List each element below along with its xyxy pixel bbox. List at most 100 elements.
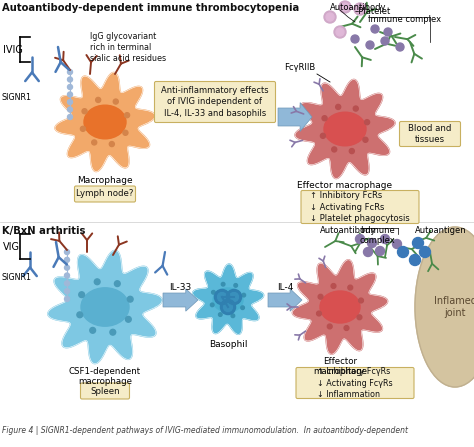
Circle shape (320, 133, 326, 139)
Circle shape (348, 285, 353, 290)
Circle shape (109, 142, 114, 147)
Text: Macrophage: Macrophage (77, 176, 133, 185)
Circle shape (366, 41, 374, 49)
Polygon shape (193, 264, 264, 334)
Circle shape (67, 114, 73, 119)
Circle shape (221, 283, 225, 286)
Ellipse shape (320, 291, 360, 323)
Circle shape (67, 77, 73, 82)
Circle shape (318, 294, 323, 299)
Polygon shape (295, 80, 395, 178)
Circle shape (331, 283, 336, 288)
Text: IL-4: IL-4 (277, 283, 293, 292)
Circle shape (332, 147, 337, 152)
FancyBboxPatch shape (155, 81, 275, 122)
Polygon shape (268, 289, 302, 311)
Polygon shape (292, 260, 388, 354)
Circle shape (242, 293, 246, 297)
Circle shape (67, 84, 73, 89)
Circle shape (219, 313, 222, 316)
Text: Autoantibody: Autoantibody (320, 226, 376, 235)
Text: Autoantibody-dependent immune thrombocytopenia: Autoantibody-dependent immune thrombocyt… (2, 3, 299, 13)
Ellipse shape (324, 112, 366, 146)
Circle shape (363, 137, 368, 142)
Ellipse shape (213, 288, 243, 312)
Circle shape (222, 301, 234, 313)
Circle shape (82, 109, 87, 114)
Circle shape (128, 296, 133, 302)
Text: VIG: VIG (3, 242, 20, 252)
Circle shape (359, 298, 364, 303)
Text: Inflamed
joint: Inflamed joint (434, 296, 474, 318)
Circle shape (216, 291, 228, 303)
Text: SIGNR1: SIGNR1 (2, 273, 32, 282)
Text: Spleen: Spleen (90, 387, 120, 396)
Circle shape (357, 315, 362, 320)
Circle shape (381, 235, 390, 244)
Text: –Platelet: –Platelet (355, 7, 391, 16)
Circle shape (79, 292, 84, 298)
Circle shape (410, 254, 420, 266)
Circle shape (349, 148, 355, 154)
Circle shape (234, 283, 237, 287)
Circle shape (339, 1, 351, 13)
Circle shape (328, 324, 332, 329)
Polygon shape (48, 250, 162, 364)
Circle shape (64, 289, 70, 294)
Circle shape (381, 37, 389, 45)
FancyBboxPatch shape (81, 383, 129, 399)
FancyBboxPatch shape (301, 190, 419, 224)
Circle shape (354, 3, 366, 15)
Ellipse shape (84, 105, 126, 139)
Text: IL-33: IL-33 (169, 283, 191, 292)
Text: CSF1-dependent
macrophage: CSF1-dependent macrophage (69, 367, 141, 386)
Ellipse shape (81, 288, 129, 326)
Text: IVIG: IVIG (3, 45, 23, 55)
Polygon shape (163, 289, 198, 311)
Circle shape (211, 291, 215, 294)
Text: Figure 4 | SIGNR1-dependent pathways of IVIG-mediated immunomodulation.  In auto: Figure 4 | SIGNR1-dependent pathways of … (2, 426, 408, 435)
Text: Anti-inflammatory effects
of IVIG independent of
IL-4, IL-33 and basophils: Anti-inflammatory effects of IVIG indepe… (161, 86, 269, 118)
Text: Effector macrophage: Effector macrophage (298, 181, 392, 190)
Circle shape (322, 116, 327, 121)
Text: Basophil: Basophil (209, 340, 247, 349)
Circle shape (77, 312, 82, 318)
Circle shape (336, 105, 341, 110)
Circle shape (384, 28, 392, 36)
Text: Autoantibody: Autoantibody (330, 3, 386, 12)
Circle shape (64, 281, 70, 286)
Circle shape (241, 306, 245, 309)
Circle shape (356, 235, 365, 244)
Circle shape (125, 113, 129, 118)
Circle shape (419, 246, 430, 257)
Circle shape (334, 26, 346, 38)
Circle shape (412, 237, 423, 249)
Circle shape (341, 3, 349, 11)
Text: ↑ Inhibitory FcRs
↓ Activating FcRs
↓ Platelet phagocytosis: ↑ Inhibitory FcRs ↓ Activating FcRs ↓ Pl… (310, 191, 410, 223)
Circle shape (96, 97, 100, 102)
Polygon shape (278, 103, 312, 131)
Circle shape (126, 316, 131, 322)
Circle shape (396, 43, 404, 51)
Circle shape (64, 249, 70, 254)
Text: FcγRIIB: FcγRIIB (284, 63, 315, 72)
Circle shape (356, 5, 364, 13)
Text: Immune complex: Immune complex (368, 15, 441, 24)
Circle shape (67, 107, 73, 112)
Text: Autoantigen: Autoantigen (415, 226, 466, 235)
Circle shape (392, 240, 401, 249)
Circle shape (375, 246, 384, 256)
Circle shape (64, 265, 70, 270)
Circle shape (210, 303, 214, 307)
Circle shape (91, 140, 97, 145)
Text: ↑ Inhibitory FcγRs
↓ Activating FcγRs
↓ Inflammation: ↑ Inhibitory FcγRs ↓ Activating FcγRs ↓ … (317, 367, 393, 399)
Text: Effector
macrophage: Effector macrophage (313, 357, 367, 376)
Circle shape (123, 130, 128, 135)
Text: K/BxN arthritis: K/BxN arthritis (2, 226, 85, 236)
Circle shape (367, 239, 376, 248)
Circle shape (231, 314, 235, 317)
Circle shape (114, 281, 120, 287)
Circle shape (351, 35, 359, 43)
Circle shape (371, 25, 379, 33)
Text: IgG glycovariant
rich in terminal
sialic acid residues: IgG glycovariant rich in terminal sialic… (90, 32, 166, 63)
